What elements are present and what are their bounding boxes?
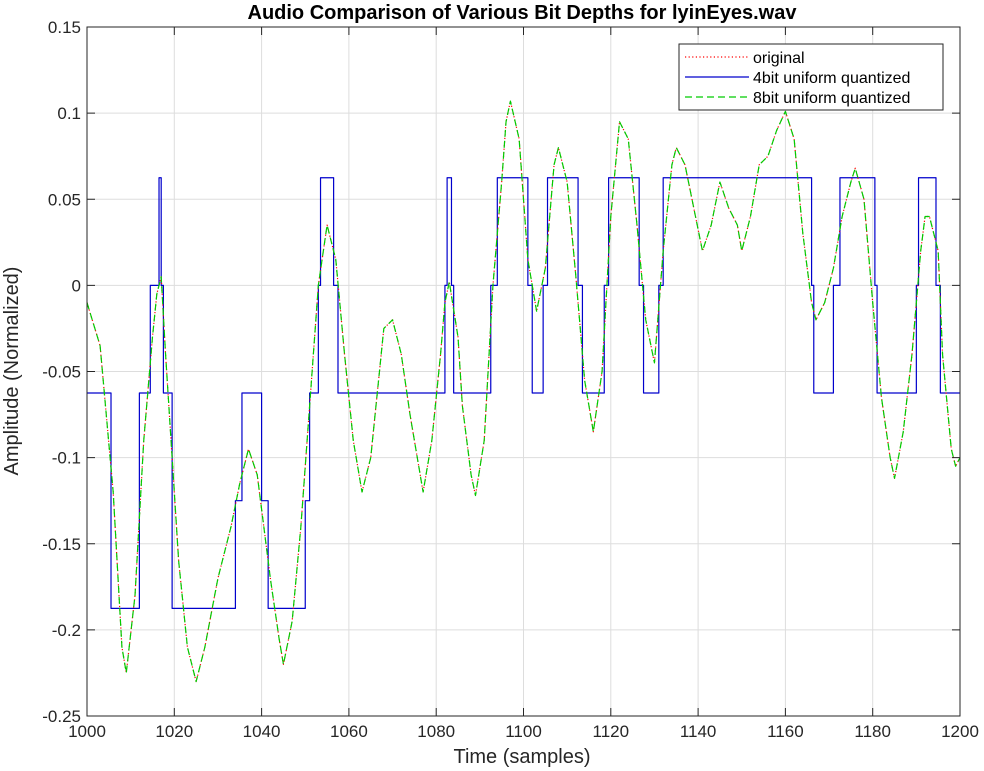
legend-label: 8bit uniform quantized — [753, 90, 910, 107]
y-tick-label: 0 — [72, 276, 81, 295]
chart-title: Audio Comparison of Various Bit Depths f… — [248, 2, 798, 24]
x-axis-label: Time (samples) — [453, 746, 590, 768]
y-tick-label: -0.1 — [52, 449, 81, 468]
series-line-0 — [86, 100, 961, 683]
ticks: 1000 1020 1040 1060 1080 1100 1120 1140 1160 1180… — [42, 18, 979, 741]
legend: original 4bit uniform quantized 8bit unifo… — [678, 43, 944, 111]
x-tick-label: 1000 — [68, 722, 106, 741]
y-tick-label: -0.15 — [42, 535, 81, 554]
x-tick-label: 1100 — [505, 722, 542, 741]
x-tick-label: 1160 — [767, 722, 804, 741]
x-tick-label: 1200 — [941, 722, 979, 741]
x-tick-label: 1040 — [243, 722, 281, 741]
x-tick-label: 1120 — [593, 722, 630, 741]
x-tick-label: 1020 — [155, 722, 193, 741]
series-layer — [86, 100, 961, 683]
y-axis-label: Amplitude (Normalized) — [1, 267, 23, 476]
y-tick-label: 0.15 — [48, 18, 81, 37]
x-tick-label: 1140 — [680, 722, 717, 741]
x-tick-label: 1060 — [330, 722, 368, 741]
y-tick-label: 0.05 — [48, 190, 81, 209]
x-tick-label: 1180 — [854, 722, 891, 741]
y-tick-label: -0.2 — [52, 621, 81, 640]
series-line-2 — [86, 100, 961, 683]
legend-label: original — [753, 50, 805, 67]
y-tick-label: -0.05 — [42, 363, 81, 382]
y-tick-label: 0.1 — [57, 104, 81, 123]
legend-label: 4bit uniform quantized — [753, 70, 910, 87]
plot-area: 1000 1020 1040 1060 1080 1100 1120 1140 1160 1180… — [42, 18, 979, 741]
x-tick-label: 1080 — [417, 722, 455, 741]
y-tick-label: -0.25 — [42, 707, 81, 726]
